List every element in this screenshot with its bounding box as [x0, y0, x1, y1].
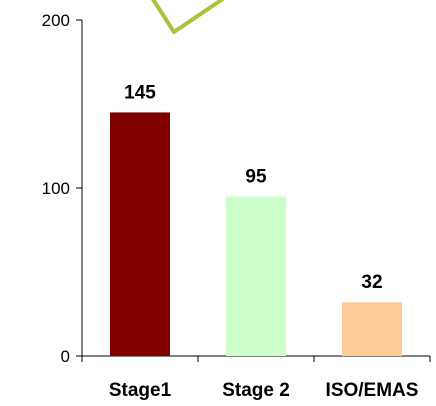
checkmark-icon	[151, 0, 225, 34]
data-label: 95	[245, 166, 267, 187]
bar-iso-emas	[342, 302, 402, 356]
checkmark-decoration-layer	[151, 0, 225, 34]
labels-layer: 0 100 200 145 Stage1 95 Stage 2 32 ISO/EMAS	[42, 11, 419, 401]
x-category-label: Stage 2	[222, 380, 290, 401]
y-tick-label: 100	[42, 179, 70, 198]
y-tick-label: 200	[42, 11, 70, 30]
data-label: 32	[361, 272, 382, 293]
y-tick-label: 0	[61, 347, 70, 366]
data-label: 145	[124, 82, 156, 103]
bar-stage1	[110, 112, 170, 357]
bar-stage-2	[226, 196, 286, 356]
bars-layer	[110, 112, 402, 357]
x-category-label: ISO/EMAS	[326, 380, 419, 401]
x-category-label: Stage1	[109, 380, 172, 401]
